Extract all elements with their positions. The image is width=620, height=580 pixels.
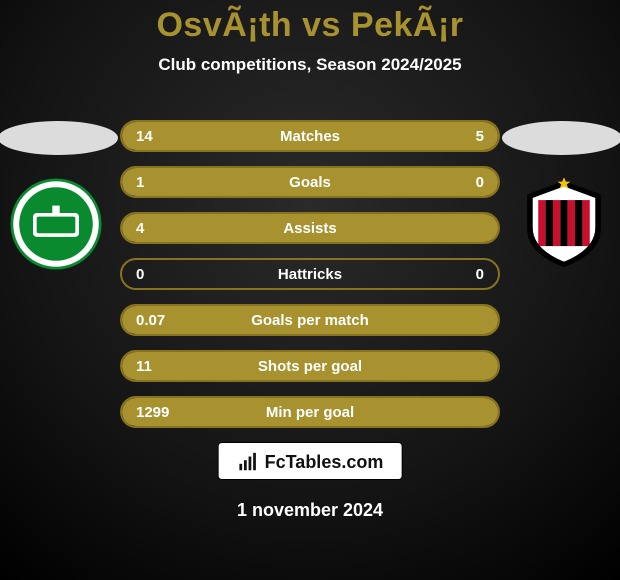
player-left-placeholder [0,121,118,155]
subtitle: Club competitions, Season 2024/2025 [0,55,620,75]
date-text: 1 november 2024 [0,500,620,521]
stat-value-left: 4 [136,214,144,242]
stat-value-left: 0 [136,260,144,288]
stat-value-left: 0.07 [136,306,165,334]
page-title: OsvÃ¡th vs PekÃ¡r [0,0,620,45]
stat-label: Goals per match [122,306,498,334]
stat-row: Goals per match0.07 [120,304,500,336]
svg-text:2006: 2006 [46,190,66,200]
stat-value-right: 0 [476,168,484,196]
stat-row: Hattricks0 0 [120,258,500,290]
stat-label: Hattricks [122,260,498,288]
stat-row: Assists4 [120,212,500,244]
stat-row: Shots per goal11 [120,350,500,382]
stat-value-left: 11 [136,352,152,380]
stat-value-left: 14 [136,122,153,150]
brand-badge: FcTables.com [218,442,403,480]
stat-label: Matches [122,122,498,150]
stat-value-right: 0 [476,260,484,288]
stat-row: Matches14 5 [120,120,500,152]
stat-row: Min per goal1299 [120,396,500,428]
stat-label: Goals [122,168,498,196]
stat-row: Goals1 0 [120,166,500,198]
stat-value-left: 1 [136,168,144,196]
stat-value-right: 5 [476,122,484,150]
stat-bars: Matches145Goals10Assists4Hattricks00Goal… [110,120,510,442]
stat-label: Shots per goal [122,352,498,380]
stat-label: Assists [122,214,498,242]
player-right-placeholder [502,121,620,155]
club-crest-right [516,178,612,270]
stat-value-left: 1299 [136,398,169,426]
brand-text: FcTables.com [265,452,384,473]
chart-icon [237,451,259,473]
club-crest-left: 2006 [8,178,104,270]
stat-label: Min per goal [122,398,498,426]
